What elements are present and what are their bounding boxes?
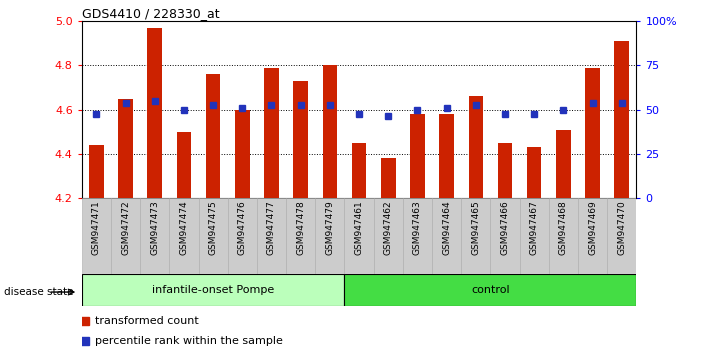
Text: GSM947467: GSM947467 [530,200,539,255]
Bar [323,65,337,198]
Bar [439,114,454,198]
Bar [527,147,542,198]
Bar [257,198,286,274]
Bar [228,198,257,274]
Bar [578,198,607,274]
Text: GSM947474: GSM947474 [179,200,188,255]
Text: disease state: disease state [4,287,73,297]
Bar [469,97,483,198]
Bar [491,198,520,274]
Text: GSM947475: GSM947475 [208,200,218,255]
Bar [520,198,549,274]
Text: GSM947465: GSM947465 [471,200,481,255]
Bar [205,74,220,198]
Bar [89,145,104,198]
Bar [176,132,191,198]
Text: GSM947461: GSM947461 [355,200,363,255]
Bar [294,81,308,198]
Text: GSM947462: GSM947462 [384,200,392,255]
Bar [549,198,578,274]
Bar [403,198,432,274]
Bar [344,274,636,306]
Bar [286,198,315,274]
Text: control: control [471,285,510,295]
Bar [147,28,162,198]
Text: percentile rank within the sample: percentile rank within the sample [95,336,283,346]
Bar [344,198,374,274]
Text: GSM947468: GSM947468 [559,200,568,255]
Text: GSM947463: GSM947463 [413,200,422,255]
Bar [381,159,395,198]
Text: GSM947470: GSM947470 [617,200,626,255]
Bar [315,198,344,274]
Text: GSM947469: GSM947469 [588,200,597,255]
Bar [556,130,571,198]
Text: GSM947476: GSM947476 [237,200,247,255]
Bar [82,198,111,274]
Bar [410,114,424,198]
Text: GSM947478: GSM947478 [296,200,305,255]
Text: GDS4410 / 228330_at: GDS4410 / 228330_at [82,7,220,20]
Bar [585,68,600,198]
Bar [614,41,629,198]
Bar [82,274,344,306]
Text: GSM947473: GSM947473 [150,200,159,255]
Text: GSM947479: GSM947479 [326,200,334,255]
Bar [352,143,366,198]
Text: GSM947466: GSM947466 [501,200,510,255]
Bar [461,198,491,274]
Bar [140,198,169,274]
Bar [198,198,228,274]
Bar [169,198,198,274]
Text: GSM947471: GSM947471 [92,200,101,255]
Bar [111,198,140,274]
Text: GSM947464: GSM947464 [442,200,451,255]
Bar [374,198,403,274]
Bar [432,198,461,274]
Bar [235,110,250,198]
Text: GSM947472: GSM947472 [121,200,130,255]
Text: infantile-onset Pompe: infantile-onset Pompe [152,285,274,295]
Bar [264,68,279,198]
Bar [498,143,513,198]
Bar [607,198,636,274]
Text: GSM947477: GSM947477 [267,200,276,255]
Bar [118,99,133,198]
Text: transformed count: transformed count [95,316,199,326]
